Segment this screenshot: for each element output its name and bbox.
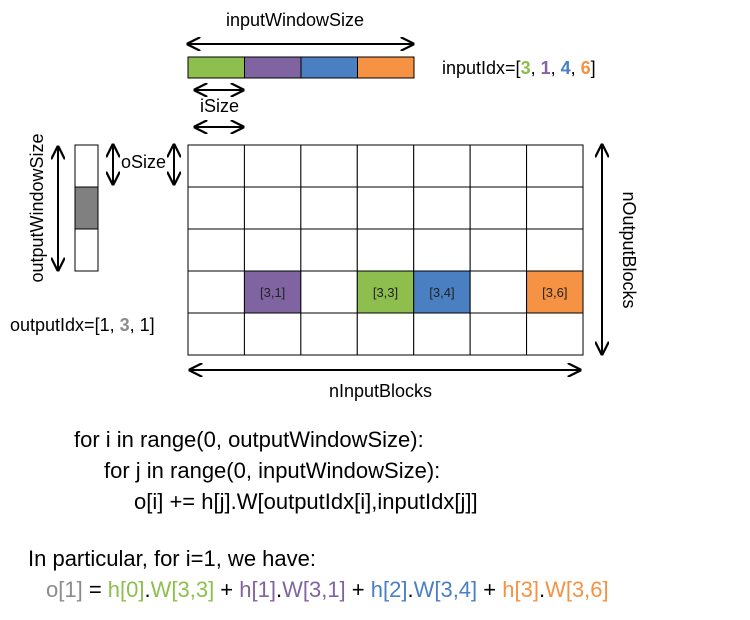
input-idx-sep: , xyxy=(530,58,541,78)
grid-cell xyxy=(300,228,358,272)
grid-cell xyxy=(413,144,471,188)
grid-cell xyxy=(300,270,358,314)
input-window-segment-3 xyxy=(357,56,415,79)
input-window-size-label: inputWindowSize xyxy=(226,10,365,30)
output-idx-label: outputIdx=[1, 3, 1] xyxy=(10,315,155,336)
input-idx-label: inputIdx=[3, 1, 4, 6] xyxy=(442,58,596,79)
grid-cell xyxy=(243,144,302,188)
particular-equation: o[1] = h[0].W[3,3] + h[1].W[3,1] + h[2].… xyxy=(46,577,609,603)
weight-grid: [3,1] [3,3] [3,4] [3,6] xyxy=(187,144,584,356)
eq-h3: h[3] xyxy=(502,577,539,602)
grid-cell xyxy=(356,312,415,356)
grid-cell xyxy=(243,312,302,356)
grid-cell xyxy=(526,228,584,272)
grid-cell xyxy=(526,144,584,188)
output-window-size-label: outputWindowSize xyxy=(27,133,47,282)
grid-cell xyxy=(243,228,302,272)
n-input-blocks-label: nInputBlocks xyxy=(329,381,433,401)
eq-h1: h[1] xyxy=(239,577,276,602)
input-window-segment-1 xyxy=(244,56,302,79)
eq-dot: . xyxy=(144,577,151,602)
grid-cell xyxy=(469,228,528,272)
output-idx-value-1: 3 xyxy=(119,315,130,335)
grid-cell xyxy=(356,144,415,188)
grid-cell xyxy=(526,312,584,356)
grid-cell xyxy=(187,144,245,188)
input-idx-value-0: 3 xyxy=(520,58,531,78)
grid-cell xyxy=(469,270,528,314)
code-line-2: for j in range(0, inputWindowSize): xyxy=(104,458,441,483)
grid-cell xyxy=(469,144,528,188)
eq-w3: W[3,6] xyxy=(545,577,609,602)
input-idx-value-1: 1 xyxy=(540,58,551,78)
i-size-label: iSize xyxy=(200,96,240,116)
input-idx-sep: , xyxy=(570,58,581,78)
grid-cell xyxy=(413,186,471,230)
eq-dot: . xyxy=(538,577,546,602)
grid-cell-label: [3,4] xyxy=(429,285,454,300)
output-idx-value-2: 1 xyxy=(139,315,150,335)
output-window-cell-2 xyxy=(74,228,99,272)
grid-cell xyxy=(413,312,471,356)
eq-dot: . xyxy=(275,577,283,602)
output-idx-sep: , xyxy=(129,315,140,335)
grid-cell xyxy=(187,186,245,230)
input-idx-sep: , xyxy=(550,58,561,78)
output-window-cell-1 xyxy=(74,186,99,230)
input-idx-suffix: ] xyxy=(590,58,596,78)
eq-w2: W[3,4] xyxy=(413,577,478,602)
code-line-3: o[i] += h[j].W[outputIdx[i],inputIdx[j]] xyxy=(134,489,478,514)
input-window-segment-0 xyxy=(187,56,245,79)
grid-cell xyxy=(356,186,415,230)
eq-h2: h[2] xyxy=(370,577,408,602)
output-window-bar xyxy=(74,144,99,272)
grid-cell xyxy=(243,186,302,230)
eq-equals: = xyxy=(82,577,108,602)
output-idx-sep: , xyxy=(109,315,120,335)
output-idx-prefix: outputIdx=[ xyxy=(10,315,100,335)
grid-cell xyxy=(526,186,584,230)
input-idx-value-2: 4 xyxy=(560,58,571,78)
input-idx-prefix: inputIdx=[ xyxy=(442,58,521,78)
grid-cell xyxy=(469,312,528,356)
output-window-cell-0 xyxy=(74,144,99,188)
eq-h0: h[0] xyxy=(107,577,145,602)
grid-cell-highlighted xyxy=(526,270,584,314)
grid-cell xyxy=(187,228,245,272)
input-window-bar xyxy=(187,56,415,79)
eq-plus: + xyxy=(214,577,240,602)
grid-cell xyxy=(300,186,358,230)
eq-output: o[1] xyxy=(46,577,83,602)
eq-dot: . xyxy=(407,577,414,602)
input-idx-value-3: 6 xyxy=(580,58,591,78)
grid-cell xyxy=(469,186,528,230)
grid-cell xyxy=(356,228,415,272)
grid-cell-label: [3,3] xyxy=(373,285,398,300)
eq-w1: W[3,1] xyxy=(282,577,346,602)
input-window-segment-2 xyxy=(300,56,358,79)
code-line-1: for i in range(0, outputWindowSize): xyxy=(74,427,424,452)
eq-plus: + xyxy=(477,577,503,602)
grid-cell xyxy=(187,270,245,314)
grid-cell xyxy=(413,228,471,272)
output-idx-value-0: 1 xyxy=(99,315,110,335)
n-output-blocks-label: nOutputBlocks xyxy=(619,191,639,308)
grid-cell xyxy=(300,312,358,356)
eq-w0: W[3,3] xyxy=(150,577,215,602)
particular-heading: In particular, for i=1, we have: xyxy=(28,546,316,571)
grid-cell-label: [3,6] xyxy=(542,285,567,300)
grid-cell xyxy=(300,144,358,188)
output-idx-suffix: ] xyxy=(149,315,155,335)
grid-cell-label: [3,1] xyxy=(260,285,285,300)
eq-plus: + xyxy=(345,577,371,602)
grid-cell xyxy=(187,312,245,356)
o-size-label: oSize xyxy=(121,152,167,172)
